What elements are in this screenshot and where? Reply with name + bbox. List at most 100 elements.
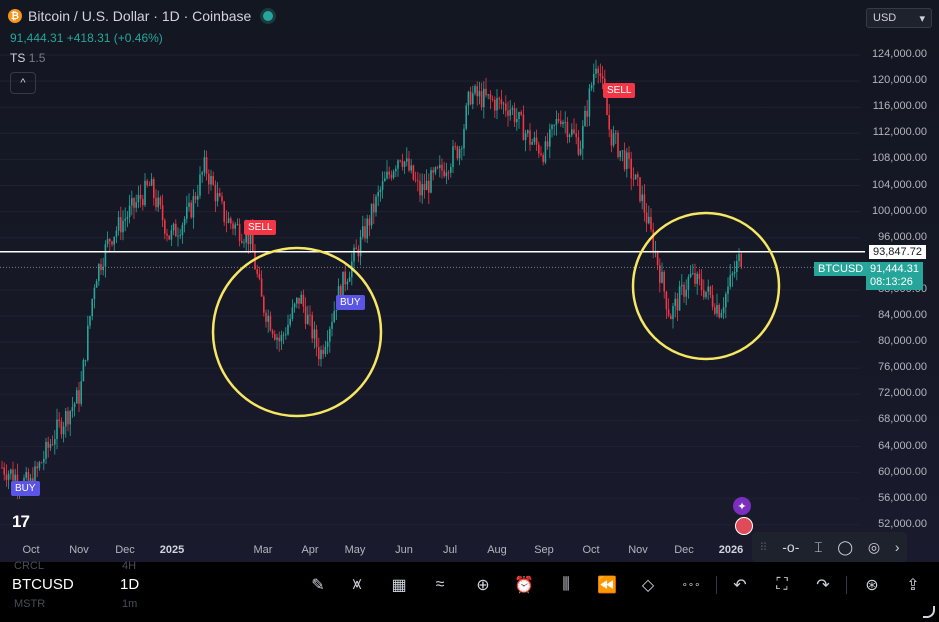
target-tool-icon[interactable]: ◎ [867, 538, 881, 555]
trend-icon[interactable]: ≈ [435, 576, 445, 593]
circle-tool-icon[interactable]: ◯ [837, 538, 854, 555]
candle [10, 468, 12, 480]
candle [388, 166, 390, 180]
symbol-selector[interactable]: BTCUSD [12, 576, 74, 593]
candle [122, 210, 124, 241]
candle [131, 190, 133, 216]
candle [546, 132, 549, 150]
candle [362, 215, 364, 240]
candle [703, 279, 705, 301]
candle [102, 257, 104, 276]
candle [555, 110, 558, 136]
candle [47, 436, 49, 458]
candle [274, 330, 276, 341]
candle [595, 59, 597, 78]
candle [430, 167, 432, 194]
candle [643, 184, 646, 222]
candle [320, 345, 322, 367]
ghost-symbol: CRCL [14, 560, 44, 572]
more-icon[interactable]: ∘∘∘ [681, 579, 701, 591]
grip-icon[interactable]: ⠿ [759, 541, 768, 554]
economic-events-icon[interactable] [735, 517, 753, 535]
candle [45, 438, 47, 464]
highlight-circle[interactable] [631, 211, 781, 361]
candle [639, 177, 641, 204]
candle [14, 468, 16, 483]
candle [205, 150, 208, 181]
highlight-circle[interactable] [211, 246, 383, 418]
candle [175, 219, 177, 237]
chart-title[interactable]: Bitcoin / U.S. Dollar · 1D · Coinbase [28, 8, 252, 24]
last-price-label: 91,444.31 08:13:26 [866, 262, 923, 290]
candle [456, 145, 459, 161]
indicator-legend-ts[interactable]: TS 1.5 [10, 51, 45, 65]
share-icon[interactable]: ⇪ [906, 577, 920, 594]
chevron-right-icon[interactable]: › [894, 539, 900, 555]
candle [623, 142, 626, 172]
add-icon[interactable]: ⊕ [476, 577, 490, 594]
candle [117, 211, 120, 236]
candle [628, 146, 630, 169]
fullscreen-icon[interactable]: ⛶ [776, 576, 788, 593]
candle [487, 93, 489, 100]
undo-icon[interactable]: ↶ [733, 577, 747, 594]
trend-line-tool-icon[interactable]: ⌶ [814, 538, 823, 555]
candle [410, 159, 412, 174]
price-axis-label: 56,000.00 [878, 491, 927, 504]
chart-area[interactable]: ₿ Bitcoin / U.S. Dollar · 1D · Coinbase … [0, 0, 939, 562]
candle [71, 396, 74, 418]
ghost-interval: 4H [122, 560, 137, 572]
candle [232, 220, 234, 235]
candle [282, 331, 285, 345]
candle [441, 158, 443, 179]
candle [564, 111, 566, 134]
resize-handle-icon[interactable] [923, 606, 935, 618]
candle [322, 344, 324, 359]
drawing-pen-icon[interactable]: ✎ [311, 577, 325, 594]
replay-icon[interactable]: ⏪ [597, 577, 617, 594]
horizontal-line-tool-icon[interactable]: -o- [782, 539, 800, 555]
candle [634, 174, 637, 180]
candle [533, 131, 536, 145]
price-axis-label: 104,000.00 [871, 178, 927, 191]
currency-value: USD [873, 12, 897, 24]
candle [348, 271, 351, 283]
candle [104, 240, 107, 278]
layouts-icon[interactable]: ▦ [391, 577, 407, 594]
indicators-icon[interactable]: ⩙ [352, 576, 362, 593]
candle [126, 211, 129, 228]
candle [584, 105, 586, 127]
candle [84, 359, 87, 367]
candle [540, 146, 542, 157]
currency-select[interactable]: USD ▾ [866, 8, 932, 28]
layers-icon[interactable]: ◇ [641, 577, 655, 594]
candle [722, 297, 725, 320]
tradingview-logo[interactable]: 17 [12, 512, 30, 531]
candle [54, 430, 56, 455]
candle [648, 205, 650, 225]
candle [309, 305, 311, 327]
time-axis-label: 2026 [718, 544, 744, 556]
candle [650, 208, 652, 233]
candle [150, 173, 153, 187]
candle [386, 160, 388, 180]
candle [278, 331, 280, 352]
candle [654, 240, 657, 258]
time-axis-label: Sep [534, 544, 554, 556]
redo-icon[interactable]: ↷ [816, 577, 830, 594]
candle [672, 302, 674, 329]
candle [260, 270, 263, 297]
ideas-bulb-icon[interactable]: ⊛ [865, 577, 879, 594]
candle [155, 189, 157, 211]
collapse-legend-button[interactable]: ^ [10, 72, 36, 94]
candle [476, 81, 478, 106]
price-chart[interactable] [0, 0, 939, 562]
price-axis-label: 64,000.00 [878, 439, 927, 452]
ai-assistant-icon[interactable]: ✦ [733, 497, 751, 515]
alert-clock-icon[interactable]: ⏰ [514, 577, 534, 594]
interval-selector[interactable]: 1D [120, 576, 140, 593]
candle [51, 435, 54, 447]
candle [674, 292, 676, 318]
candle-type-icon[interactable]: ⫼ [562, 576, 570, 593]
candle [269, 311, 272, 332]
